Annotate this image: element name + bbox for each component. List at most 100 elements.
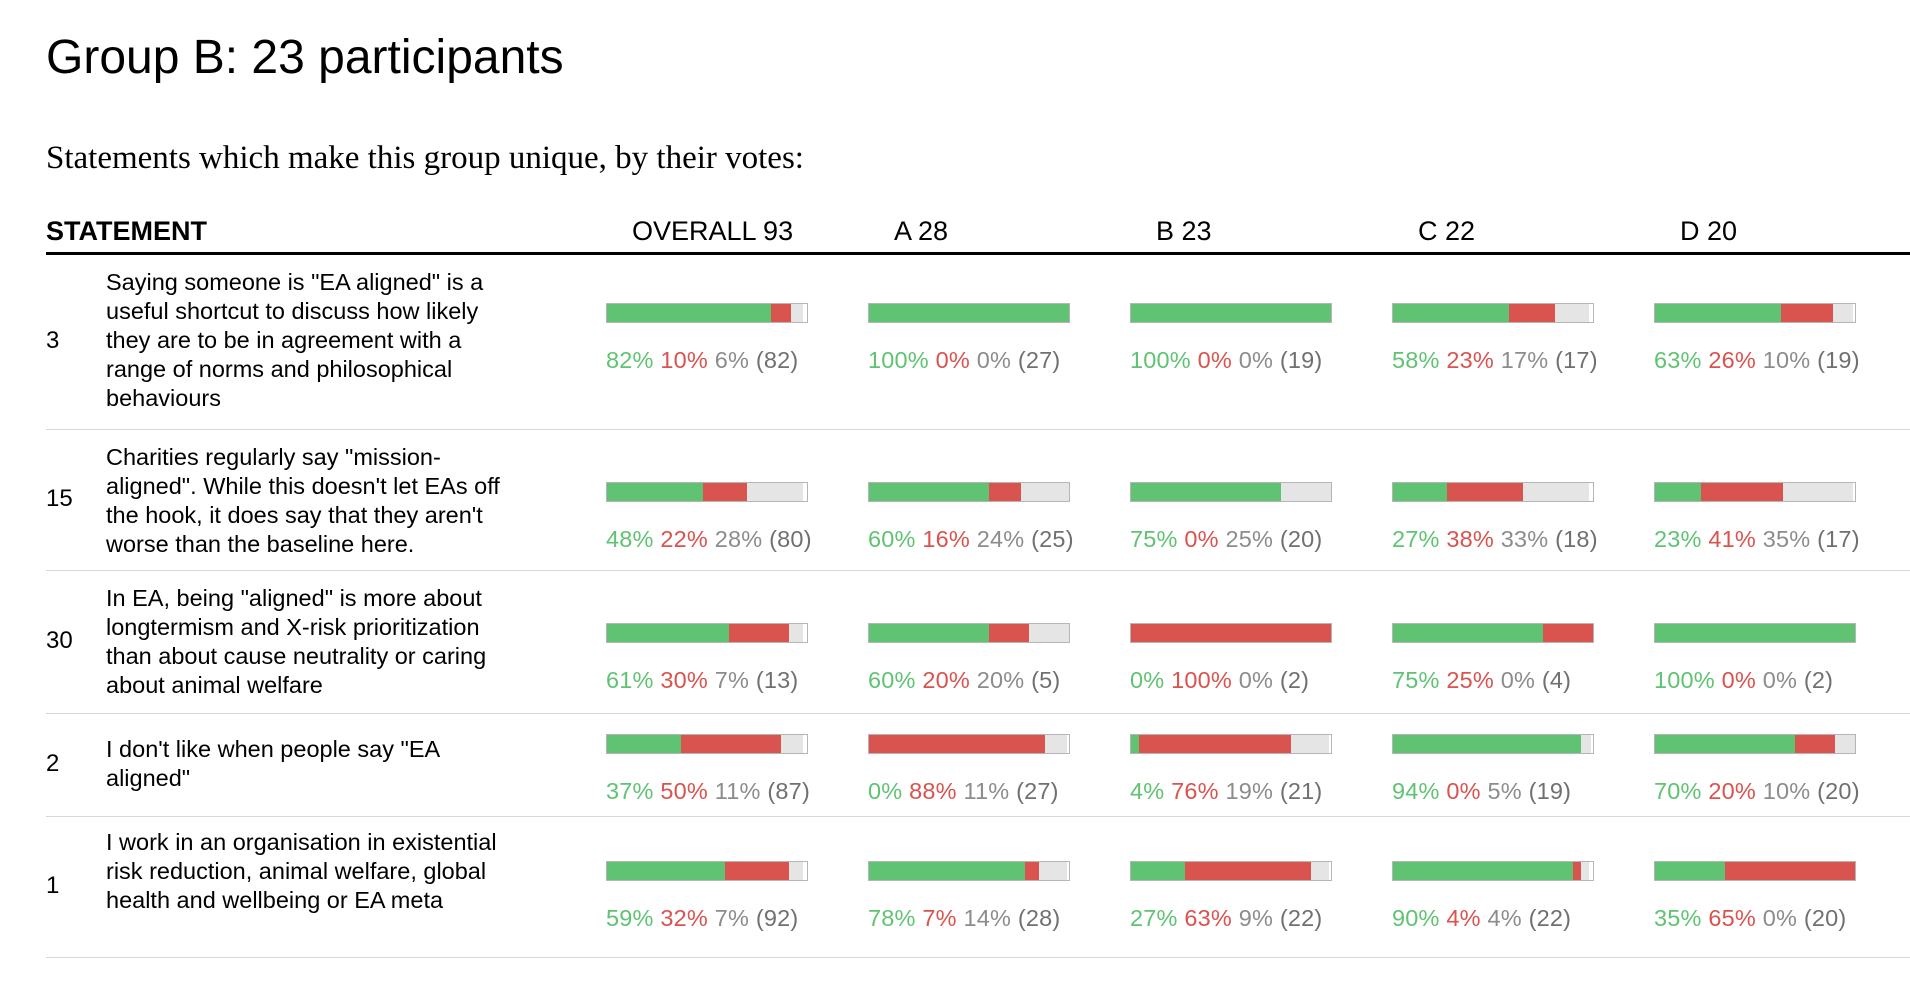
vote-bar: [868, 482, 1070, 502]
vote-bar-agree-segment: [607, 304, 771, 322]
vote-bar: [868, 734, 1070, 754]
vote-bar: [1654, 861, 1856, 881]
agree-label: 0%: [868, 778, 903, 804]
vote-bar-pass-segment: [747, 483, 803, 501]
vote-percentages: 60% 20% 20% (5): [868, 667, 1108, 694]
disagree-label: 41%: [1708, 526, 1757, 552]
disagree-label: 10%: [660, 347, 709, 373]
disagree-label: 23%: [1446, 347, 1495, 373]
vote-bar: [1130, 861, 1332, 881]
agree-label: 58%: [1392, 347, 1440, 373]
vote-bar-pass-segment: [1581, 735, 1591, 753]
statement-id: 15: [46, 485, 73, 512]
pass-label: 24%: [976, 526, 1025, 552]
vote-bar: [606, 623, 808, 643]
count-label: (20): [1817, 778, 1860, 804]
count-label: (87): [767, 778, 810, 804]
vote-summary-c: 90% 4% 4% (22): [1392, 861, 1632, 932]
vote-percentages: 100% 0% 0% (27): [868, 347, 1108, 374]
statement-text: I don't like when people say "EA aligned…: [106, 736, 439, 791]
vote-bar-pass-segment: [1029, 624, 1069, 642]
vote-summary-b: 75% 0% 25% (20): [1130, 482, 1370, 553]
vote-summary-overall: 61% 30% 7% (13): [606, 623, 846, 694]
vote-bar-disagree-segment: [1131, 624, 1331, 642]
statements-table: STATEMENT OVERALL 93 A 28 B 23 C 22 D 20…: [46, 210, 1910, 958]
vote-bar: [1130, 623, 1332, 643]
disagree-label: 30%: [660, 667, 709, 693]
vote-bar: [1130, 303, 1332, 323]
table-row: 3 Saying someone is "EA aligned" is a use…: [46, 255, 1910, 430]
vote-percentages: 63% 26% 10% (19): [1654, 347, 1894, 374]
statement-id: 1: [46, 872, 60, 899]
agree-label: 23%: [1654, 526, 1702, 552]
group-header-c: C 22: [1418, 216, 1476, 246]
count-label: (19): [1817, 347, 1860, 373]
vote-bar-pass-segment: [789, 624, 803, 642]
group-header-overall: OVERALL 93: [632, 216, 794, 246]
vote-summary-d: 23% 41% 35% (17): [1654, 482, 1894, 553]
disagree-label: 63%: [1184, 905, 1233, 931]
vote-percentages: 60% 16% 24% (25): [868, 526, 1108, 553]
count-label: (82): [755, 347, 799, 373]
count-label: (20): [1279, 526, 1323, 552]
pass-label: 17%: [1500, 347, 1549, 373]
vote-bar-disagree-segment: [1725, 862, 1855, 880]
vote-percentages: 78% 7% 14% (28): [868, 905, 1108, 932]
disagree-label: 26%: [1708, 347, 1757, 373]
vote-bar-disagree-segment: [1543, 624, 1593, 642]
agree-label: 100%: [1654, 667, 1715, 693]
vote-summary-d: 35% 65% 0% (20): [1654, 861, 1894, 932]
vote-bar: [1654, 623, 1856, 643]
vote-bar-agree-segment: [607, 624, 729, 642]
vote-bar-pass-segment: [1783, 483, 1853, 501]
count-label: (27): [1017, 347, 1061, 373]
vote-bar-disagree-segment: [771, 304, 791, 322]
vote-bar-disagree-segment: [1781, 304, 1833, 322]
vote-bar-pass-segment: [1581, 862, 1589, 880]
table-row: 2 I don't like when people say "EA aligne…: [46, 714, 1910, 817]
vote-summary-overall: 82% 10% 6% (82): [606, 303, 846, 374]
vote-bar-agree-segment: [1393, 483, 1447, 501]
agree-label: 4%: [1130, 778, 1165, 804]
vote-summary-b: 4% 76% 19% (21): [1130, 734, 1370, 805]
vote-bar-agree-segment: [607, 735, 681, 753]
agree-label: 48%: [606, 526, 654, 552]
vote-percentages: 23% 41% 35% (17): [1654, 526, 1894, 553]
vote-percentages: 70% 20% 10% (20): [1654, 778, 1894, 805]
count-label: (5): [1031, 667, 1061, 693]
vote-bar: [1654, 303, 1856, 323]
agree-label: 100%: [1130, 347, 1191, 373]
vote-summary-a: 0% 88% 11% (27): [868, 734, 1108, 805]
table-row: 30 In EA, being "aligned" is more about l…: [46, 571, 1910, 714]
vote-bar-agree-segment: [1131, 735, 1139, 753]
disagree-label: 32%: [660, 905, 709, 931]
vote-bar-agree-segment: [1655, 862, 1725, 880]
vote-bar-agree-segment: [1393, 624, 1543, 642]
vote-summary-overall: 48% 22% 28% (80): [606, 482, 846, 553]
count-label: (19): [1279, 347, 1323, 373]
pass-label: 6%: [714, 347, 750, 373]
agree-label: 75%: [1392, 667, 1440, 693]
pass-label: 0%: [1238, 347, 1274, 373]
vote-percentages: 75% 0% 25% (20): [1130, 526, 1370, 553]
vote-bar: [1392, 734, 1594, 754]
disagree-label: 0%: [1446, 778, 1481, 804]
vote-bar: [1392, 303, 1594, 323]
statement-text: In EA, being "aligned" is more about lon…: [106, 585, 487, 698]
table-header: STATEMENT OVERALL 93 A 28 B 23 C 22 D 20: [46, 210, 1910, 255]
vote-bar-disagree-segment: [989, 483, 1021, 501]
vote-bar-agree-segment: [607, 862, 725, 880]
vote-bar-disagree-segment: [703, 483, 747, 501]
agree-label: 60%: [868, 667, 916, 693]
vote-summary-b: 27% 63% 9% (22): [1130, 861, 1370, 932]
vote-percentages: 59% 32% 7% (92): [606, 905, 846, 932]
count-label: (92): [755, 905, 799, 931]
agree-label: 82%: [606, 347, 654, 373]
vote-bar-agree-segment: [1655, 304, 1781, 322]
statement-column-header: STATEMENT: [46, 216, 207, 246]
statement-text: Charities regularly say "mission-aligned…: [106, 444, 500, 557]
vote-summary-c: 94% 0% 5% (19): [1392, 734, 1632, 805]
vote-summary-overall: 59% 32% 7% (92): [606, 861, 846, 932]
pass-label: 7%: [714, 905, 750, 931]
vote-bar-agree-segment: [869, 483, 989, 501]
